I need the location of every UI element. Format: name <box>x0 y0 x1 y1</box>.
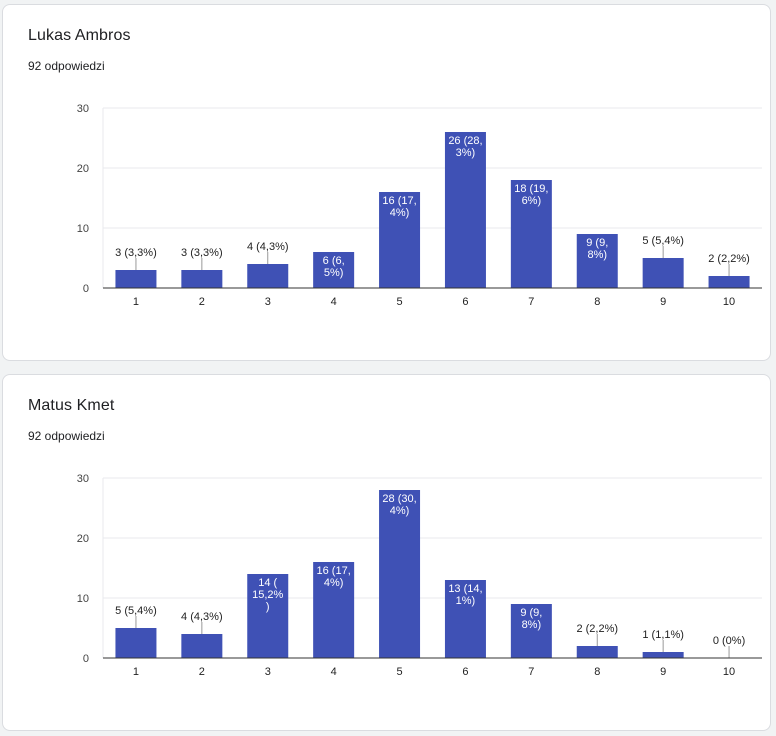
data-label: 6 (6, <box>323 255 345 267</box>
bar <box>181 270 223 288</box>
chart-card-1: Lukas Ambros 92 odpowiedzi 0 10 20 30 1 3 (3,… <box>2 4 771 361</box>
x-tick-label: 9 <box>660 296 666 308</box>
x-tick-label: 8 <box>594 296 600 308</box>
bar-chart: 0 10 20 30 1 5 (5,4%) 2 4 (4,3%) 3 14 (15,2%) 4 16 … <box>77 473 762 678</box>
bar <box>576 646 618 658</box>
y-tick-label: 20 <box>77 163 89 175</box>
data-label: 18 (19, <box>514 183 548 195</box>
data-label: 4%) <box>390 505 410 517</box>
data-label: 2 (2,2%) <box>576 623 618 635</box>
data-label: 2 (2,2%) <box>708 253 750 265</box>
data-label: 8%) <box>522 619 542 631</box>
data-label: 14 ( <box>258 577 277 589</box>
data-label: 4%) <box>390 207 410 219</box>
bar <box>444 580 486 658</box>
data-label: 6%) <box>522 195 542 207</box>
y-tick-label: 10 <box>77 593 89 605</box>
bar-chart: 0 10 20 30 1 3 (3,3%) 2 3 (3,3%) 3 4 (4,3%) 4 6 (6,… <box>77 103 762 308</box>
x-tick-label: 5 <box>396 666 402 678</box>
data-label: 3 (3,3%) <box>115 247 157 259</box>
x-tick-label: 5 <box>396 296 402 308</box>
data-label: 13 (14, <box>448 583 482 595</box>
data-label: 8%) <box>587 249 607 261</box>
x-tick-label: 2 <box>199 666 205 678</box>
bar <box>379 192 421 288</box>
bar <box>247 264 289 288</box>
y-tick-label: 0 <box>83 653 89 665</box>
x-tick-label: 9 <box>660 666 666 678</box>
x-tick-label: 7 <box>528 296 534 308</box>
x-tick-label: 4 <box>331 666 337 678</box>
data-label: 3 (3,3%) <box>181 247 223 259</box>
x-tick-label: 4 <box>331 296 337 308</box>
data-label: 5%) <box>324 267 344 279</box>
x-tick-label: 1 <box>133 296 139 308</box>
data-label: ) <box>266 601 270 613</box>
x-tick-label: 6 <box>462 666 468 678</box>
data-label: 1 (1,1%) <box>642 629 684 641</box>
x-tick-label: 8 <box>594 666 600 678</box>
y-tick-label: 0 <box>83 283 89 295</box>
x-tick-label: 3 <box>265 296 271 308</box>
data-label: 3%) <box>456 147 476 159</box>
bar <box>642 652 684 658</box>
x-tick-label: 10 <box>723 296 735 308</box>
data-label: 1%) <box>456 595 476 607</box>
card-title: Lukas Ambros <box>28 27 131 44</box>
chart-card-2: Matus Kmet 92 odpowiedzi 0 10 20 30 1 5 (5,4%… <box>2 374 771 731</box>
data-label: 0 (0%) <box>713 635 745 647</box>
bar <box>313 562 355 658</box>
data-label: 5 (5,4%) <box>115 605 157 617</box>
data-label: 15,2% <box>252 589 283 601</box>
data-label: 26 (28, <box>448 135 482 147</box>
data-label: 9 (9, <box>586 237 608 249</box>
data-label: 28 (30, <box>382 493 416 505</box>
bar <box>181 634 223 658</box>
bar <box>444 132 486 288</box>
bar <box>510 180 552 288</box>
y-tick-label: 30 <box>77 473 89 485</box>
data-label: 4 (4,3%) <box>181 611 223 623</box>
bar <box>115 270 157 288</box>
bar <box>115 628 157 658</box>
data-label: 16 (17, <box>317 565 351 577</box>
x-tick-label: 2 <box>199 296 205 308</box>
data-label: 16 (17, <box>382 195 416 207</box>
bar <box>379 490 421 658</box>
x-tick-label: 3 <box>265 666 271 678</box>
data-label: 4 (4,3%) <box>247 241 289 253</box>
bar <box>510 604 552 658</box>
response-count: 92 odpowiedzi <box>28 429 105 443</box>
data-label: 9 (9, <box>520 607 542 619</box>
data-label: 5 (5,4%) <box>642 235 684 247</box>
bar <box>642 258 684 288</box>
bar <box>247 574 289 658</box>
card-title: Matus Kmet <box>28 397 115 414</box>
y-tick-label: 30 <box>77 103 89 115</box>
x-tick-label: 10 <box>723 666 735 678</box>
bar <box>576 234 618 288</box>
x-tick-label: 1 <box>133 666 139 678</box>
response-count: 92 odpowiedzi <box>28 59 105 73</box>
y-tick-label: 10 <box>77 223 89 235</box>
x-tick-label: 7 <box>528 666 534 678</box>
data-label: 4%) <box>324 577 344 589</box>
y-tick-label: 20 <box>77 533 89 545</box>
bar <box>708 276 750 288</box>
bar <box>313 252 355 288</box>
x-tick-label: 6 <box>462 296 468 308</box>
